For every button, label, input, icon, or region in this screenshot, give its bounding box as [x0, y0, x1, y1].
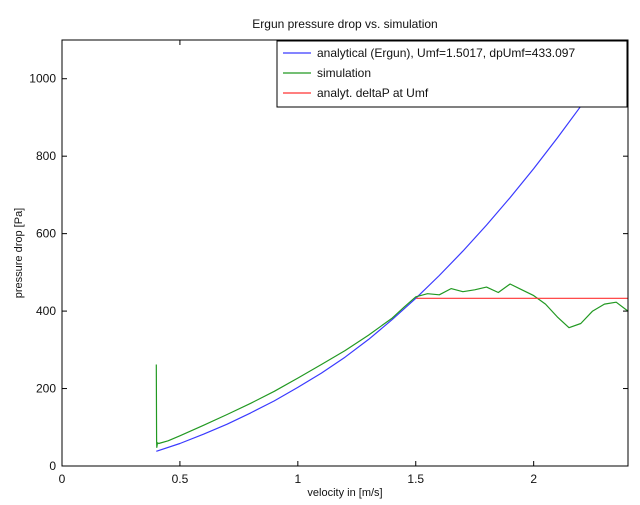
x-tick-label: 1: [294, 472, 301, 486]
x-tick-label: 2: [530, 472, 537, 486]
series-line-2: [155, 283, 628, 448]
ticks-layer: 0 0.5 1 1.5 2 0 200 400 600 800 1000: [29, 40, 628, 486]
x-tick-label: 1.5: [407, 472, 424, 486]
series-layer: [155, 72, 628, 452]
legend-label-2: simulation: [317, 66, 371, 80]
y-tick-label: 1000: [29, 72, 56, 86]
legend-label-1: analytical (Ergun), Umf=1.5017, dpUmf=43…: [317, 46, 575, 60]
series-line-1: [156, 72, 605, 452]
legend: analytical (Ergun), Umf=1.5017, dpUmf=43…: [276, 40, 628, 108]
y-axis-label: pressure drop [Pa]: [13, 208, 25, 299]
x-tick-label: 0: [59, 472, 66, 486]
plot-frame: [61, 39, 629, 467]
x-axis-label: velocity in [m/s]: [307, 487, 382, 499]
y-tick-label: 200: [36, 382, 56, 396]
y-tick-label: 600: [36, 227, 56, 241]
y-tick-label: 800: [36, 149, 56, 163]
legend-box: [276, 40, 628, 108]
y-tick-label: 0: [49, 459, 56, 473]
legend-label-3: analyt. deltaP at Umf: [317, 86, 429, 100]
y-tick-label: 400: [36, 304, 56, 318]
chart-title: Ergun pressure drop vs. simulation: [252, 17, 437, 31]
x-tick-label: 0.5: [172, 472, 189, 486]
